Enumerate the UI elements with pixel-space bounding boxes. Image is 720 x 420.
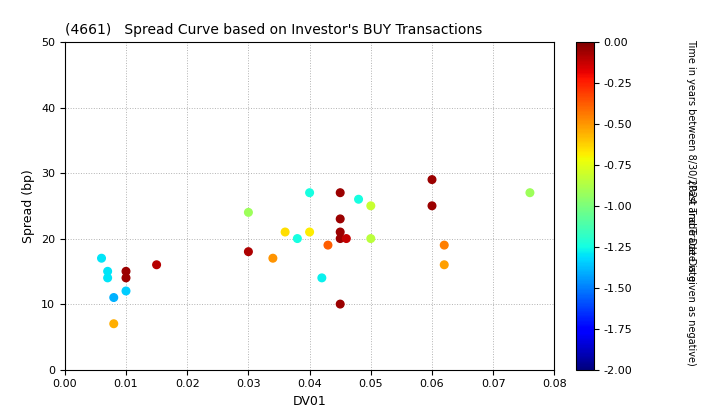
Point <box>304 228 315 235</box>
Y-axis label: Spread (bp): Spread (bp) <box>22 169 35 243</box>
Point <box>524 189 536 196</box>
Point <box>438 261 450 268</box>
Point <box>102 268 114 275</box>
Point <box>120 288 132 294</box>
Point <box>267 255 279 262</box>
Point <box>438 242 450 249</box>
Text: (Past Trade Date is given as negative): (Past Trade Date is given as negative) <box>686 180 696 366</box>
Point <box>334 189 346 196</box>
Point <box>365 235 377 242</box>
Point <box>243 248 254 255</box>
Point <box>243 209 254 216</box>
Point <box>353 196 364 202</box>
Point <box>279 228 291 235</box>
Point <box>108 320 120 327</box>
Point <box>426 176 438 183</box>
Point <box>316 275 328 281</box>
Point <box>365 202 377 209</box>
Point <box>96 255 107 262</box>
Text: Time in years between 8/30/2024 and Trade Date: Time in years between 8/30/2024 and Trad… <box>686 39 696 281</box>
Point <box>120 275 132 281</box>
Point <box>292 235 303 242</box>
Point <box>334 215 346 222</box>
Point <box>334 228 346 235</box>
Point <box>334 235 346 242</box>
Point <box>102 275 114 281</box>
Point <box>334 301 346 307</box>
Point <box>304 189 315 196</box>
Point <box>151 261 163 268</box>
Point <box>120 268 132 275</box>
Point <box>323 242 334 249</box>
Point <box>341 235 352 242</box>
Point <box>426 202 438 209</box>
X-axis label: DV01: DV01 <box>293 395 326 408</box>
Text: (4661)   Spread Curve based on Investor's BUY Transactions: (4661) Spread Curve based on Investor's … <box>65 23 482 37</box>
Point <box>108 294 120 301</box>
